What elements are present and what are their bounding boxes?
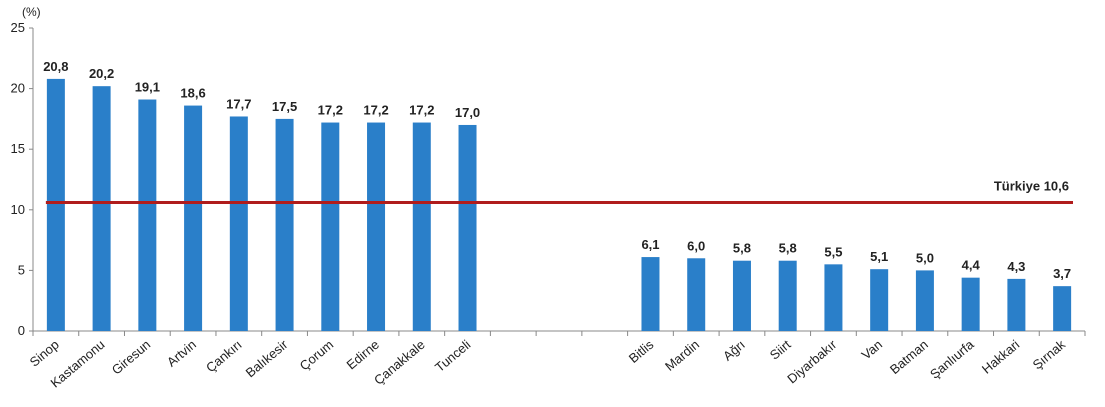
category-label: Çanakkale	[371, 337, 428, 388]
bar-value-label: 20,8	[43, 59, 68, 74]
category-label: Diyarbakır	[784, 336, 840, 386]
y-tick-label: 20	[11, 81, 25, 96]
category-label: Batman	[887, 337, 931, 377]
y-axis-unit-label: (%)	[22, 5, 41, 19]
category-label: Sinop	[27, 337, 62, 370]
category-label: Çorum	[297, 337, 337, 374]
category-label: Artvin	[164, 337, 199, 370]
bar	[92, 86, 111, 332]
bar	[458, 124, 477, 332]
bar	[732, 260, 751, 331]
bar	[367, 122, 386, 331]
value-labels: 20,8 20,2 19,1 18,6 17,7 17,5 17,2 17,2 17,2 17,0…	[43, 59, 1071, 281]
reference-line-label: Türkiye 10,6	[994, 179, 1069, 194]
category-label: Tunceli	[432, 337, 473, 375]
category-label: Edirne	[344, 337, 382, 373]
bar	[46, 78, 65, 332]
y-axis: 0 5 10 15 20 25	[11, 20, 34, 338]
bar-value-label: 4,3	[1007, 259, 1025, 274]
bar	[184, 105, 203, 332]
bar-value-label: 18,6	[180, 86, 205, 101]
bar-value-label: 17,5	[272, 99, 297, 114]
x-axis	[32, 330, 1086, 336]
bar-value-label: 3,7	[1053, 266, 1071, 281]
bar	[641, 257, 660, 331]
bar-value-label: 17,7	[226, 96, 251, 111]
reference-line-group: Türkiye 10,6	[45, 179, 1073, 205]
bar	[321, 122, 340, 331]
bar	[138, 99, 157, 332]
bar-value-label: 6,0	[687, 238, 705, 253]
bar	[412, 122, 431, 331]
category-label: Van	[858, 337, 885, 363]
bar	[778, 260, 797, 331]
bar-value-label: 19,1	[135, 80, 160, 95]
bar-value-label: 5,8	[779, 241, 797, 256]
category-label: Mardin	[662, 337, 702, 374]
category-label: Balıkesir	[243, 336, 291, 380]
y-tick-label: 0	[18, 323, 25, 338]
bar	[275, 118, 294, 332]
bar-value-label: 17,2	[363, 103, 388, 118]
bar	[824, 264, 843, 331]
category-label: Şırnak	[1030, 336, 1069, 372]
bar	[915, 270, 934, 331]
bar-value-label: 5,1	[870, 249, 888, 264]
bar-value-label: 17,0	[455, 105, 480, 120]
bar-value-label: 20,2	[89, 66, 114, 81]
category-label: Giresun	[109, 337, 154, 378]
bar-value-label: 5,8	[733, 241, 751, 256]
category-label: Ağrı	[720, 337, 748, 364]
y-tick-label: 15	[11, 141, 25, 156]
bar	[1053, 286, 1072, 331]
bar	[1007, 278, 1026, 331]
bar-value-label: 5,0	[916, 250, 934, 265]
y-tick-label: 10	[11, 202, 25, 217]
bar-value-label: 5,5	[824, 244, 842, 259]
bar	[229, 116, 248, 331]
bar	[687, 258, 706, 331]
bar-value-label: 17,2	[318, 103, 343, 118]
category-label: Siirt	[767, 337, 794, 363]
bar-series	[46, 78, 1072, 332]
category-label: Bitlis	[626, 336, 657, 365]
category-label: Hakkari	[979, 337, 1022, 377]
y-tick-label: 5	[18, 262, 25, 277]
bar-value-label: 17,2	[409, 103, 434, 118]
bar-value-label: 4,4	[962, 258, 981, 273]
bar	[961, 277, 980, 331]
category-label: Şanlıurfa	[927, 336, 977, 381]
bar	[870, 269, 889, 331]
y-tick-label: 25	[11, 20, 25, 35]
bar-value-label: 6,1	[641, 237, 659, 252]
category-label: Çankırı	[203, 337, 245, 375]
